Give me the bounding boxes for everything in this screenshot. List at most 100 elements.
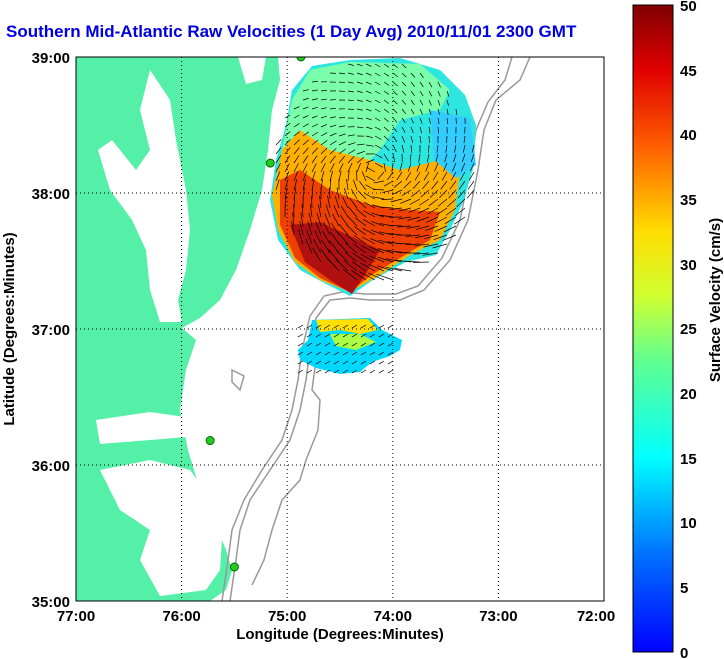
velocity-arrow (416, 216, 430, 222)
velocity-arrow (336, 250, 349, 263)
colorbar-tick: 0 (680, 645, 688, 659)
colorbar-tick: 25 (680, 321, 697, 338)
velocity-arrow (376, 273, 394, 281)
y-tick: 39:00 (32, 50, 70, 67)
velocity-arrow (374, 63, 381, 68)
velocity-arrow (332, 213, 340, 227)
velocity-arrow (297, 324, 304, 329)
velocity-arrow (365, 175, 376, 182)
velocity-arrow (410, 144, 413, 153)
velocity-arrow (372, 196, 385, 200)
velocity-arrow (338, 223, 349, 236)
velocity-arrow (327, 195, 331, 209)
velocity-arrow (338, 81, 346, 84)
y-tick: 37:00 (32, 322, 70, 339)
velocity-arrow (364, 193, 376, 200)
velocity-arrow (443, 225, 457, 233)
velocity-arrow (403, 260, 421, 263)
velocity-arrow (329, 116, 336, 119)
velocity-arrow (351, 261, 367, 272)
velocity-arrow (342, 351, 349, 356)
velocity-arrow (455, 108, 458, 115)
colorbar-tick: 20 (680, 386, 697, 403)
velocity-arrow (405, 171, 412, 181)
velocity-arrow (293, 163, 299, 173)
velocity-arrow (284, 155, 291, 164)
velocity-arrow (324, 369, 331, 374)
station-marker (296, 57, 306, 62)
velocity-arrow (305, 238, 313, 254)
velocity-arrow (401, 144, 405, 153)
velocity-arrow (353, 243, 367, 254)
velocity-arrow (353, 179, 358, 191)
velocity-arrow (400, 198, 412, 204)
velocity-arrow (365, 162, 370, 173)
velocity-arrow (275, 163, 281, 173)
velocity-arrow (410, 90, 415, 97)
velocity-arrow (437, 90, 441, 97)
velocity-arrow (356, 170, 358, 182)
velocity-arrow (306, 333, 313, 338)
velocity-arrow (306, 351, 313, 356)
velocity-arrow (356, 108, 363, 111)
velocity-arrow (422, 180, 430, 190)
velocity-arrow (401, 189, 412, 197)
velocity-arrow (325, 204, 331, 218)
colorbar-ticks: 50 45 40 35 30 25 20 15 10 5 0 (680, 0, 697, 659)
velocity-arrow (284, 163, 290, 173)
velocity-arrow (392, 126, 398, 133)
velocity-arrow (424, 234, 439, 240)
velocity-arrow (371, 221, 385, 227)
velocity-arrow (360, 369, 367, 374)
velocity-arrow (306, 342, 313, 347)
velocity-arrow (309, 204, 313, 218)
velocity-arrow (338, 163, 344, 173)
velocity-arrow (360, 351, 367, 356)
velocity-arrow (392, 81, 398, 87)
velocity-arrow (359, 181, 367, 191)
velocity-arrow (314, 230, 322, 245)
velocity-arrow (333, 333, 340, 338)
velocity-arrow (394, 268, 412, 272)
chesapeake-bay (98, 70, 190, 322)
velocity-arrow (361, 245, 376, 254)
station-marker (205, 436, 215, 446)
velocity-arrow (374, 90, 381, 95)
velocity-arrow (409, 153, 412, 163)
velocity-arrow (347, 215, 358, 227)
velocity-arrow (406, 225, 421, 229)
velocity-arrow (323, 222, 331, 236)
velocity-arrow (275, 147, 282, 155)
velocity-arrow (328, 187, 331, 200)
velocity-arrow (297, 333, 304, 338)
velocity-arrow (293, 179, 298, 191)
velocity-arrow (320, 132, 328, 137)
velocity-arrow (447, 198, 457, 207)
velocity-arrow (380, 206, 394, 209)
velocity-arrow (437, 126, 439, 134)
velocity-arrow (392, 135, 398, 143)
velocity-arrow (457, 189, 466, 199)
velocity-arrow (302, 89, 309, 92)
velocity-arrow (356, 199, 367, 209)
velocity-arrow (459, 171, 466, 181)
velocity-arrow (350, 188, 358, 200)
velocity-arrow (356, 143, 365, 146)
velocity-arrow (401, 81, 407, 87)
velocity-arrow (419, 81, 424, 88)
velocity-arrow (393, 180, 403, 188)
velocity-arrow (291, 220, 295, 236)
x-tick: 73:00 (479, 608, 517, 625)
velocity-arrow (356, 156, 365, 164)
velocity-arrow (275, 139, 282, 146)
velocity-arrow (470, 153, 475, 163)
velocity-arrow (302, 115, 309, 119)
velocity-arrow (338, 148, 346, 155)
velocity-arrow (373, 188, 385, 191)
velocity-arrow (293, 123, 300, 128)
velocity-arrow (419, 135, 422, 144)
velocity-arrow (311, 98, 318, 101)
velocity-arrow (333, 342, 340, 347)
velocity-arrow (374, 81, 381, 86)
velocity-arrow (369, 351, 376, 356)
